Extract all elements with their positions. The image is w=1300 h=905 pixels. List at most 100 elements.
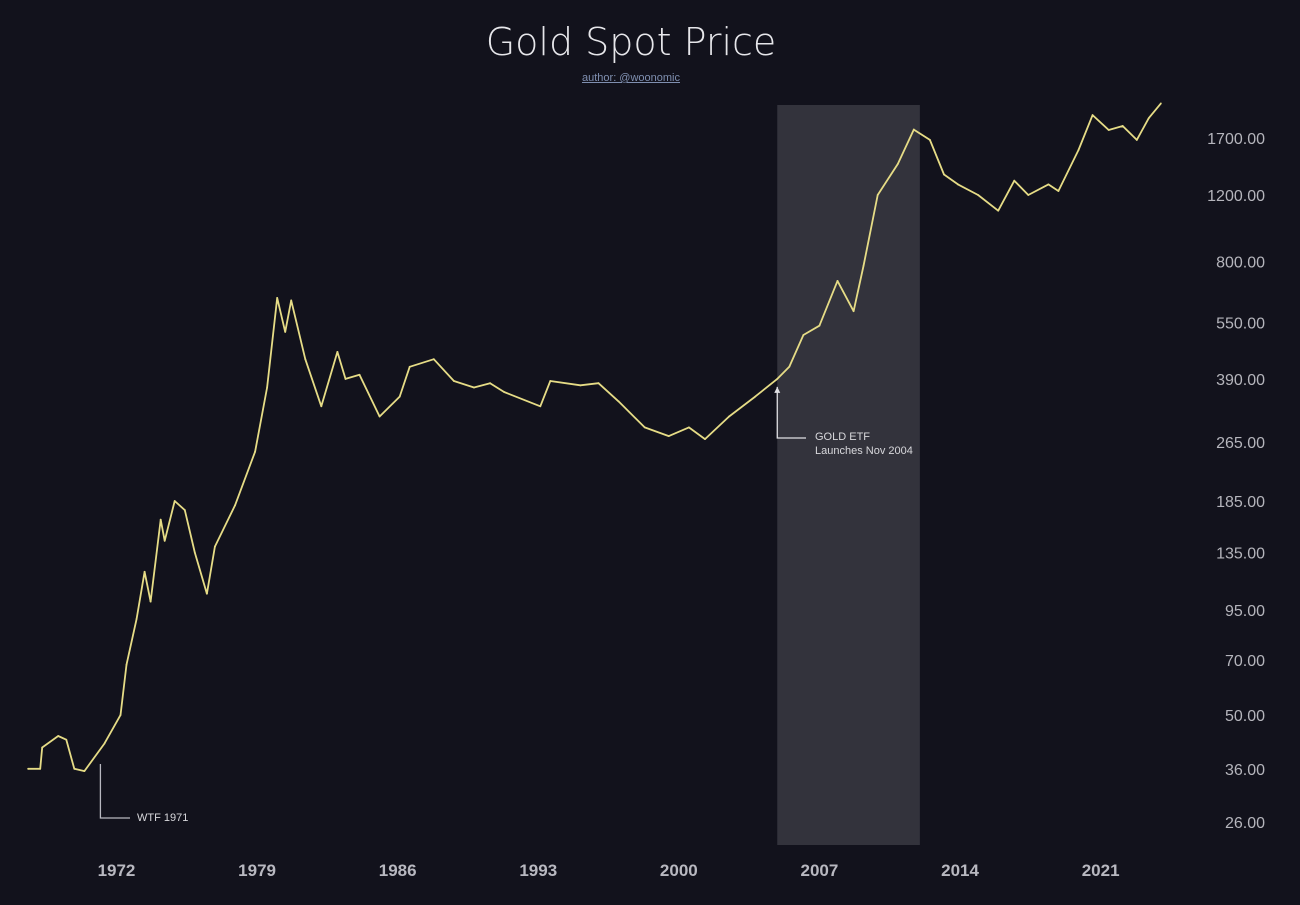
data-point [1027, 194, 1030, 196]
data-point [1057, 190, 1060, 192]
y-tick-label: 550.00 [1216, 316, 1265, 333]
etf-period-shade [777, 105, 920, 845]
y-tick-label: 1200.00 [1207, 188, 1265, 205]
data-point [896, 163, 899, 165]
data-point [1159, 102, 1162, 105]
data-point [579, 384, 582, 387]
y-tick-label: 185.00 [1216, 494, 1265, 511]
data-point [704, 438, 706, 441]
data-point [214, 545, 216, 548]
data-point [728, 415, 730, 418]
data-point [183, 509, 186, 511]
data-point [1013, 179, 1016, 182]
data-point [929, 139, 931, 141]
data-point [876, 194, 879, 196]
data-point [453, 380, 455, 382]
data-point [83, 770, 86, 773]
data-point [432, 358, 435, 361]
data-point [290, 299, 293, 302]
data-point [776, 378, 779, 380]
data-point [65, 738, 68, 741]
x-tick-label: 1979 [238, 861, 276, 880]
data-point [1135, 139, 1138, 141]
data-point [997, 209, 1000, 212]
data-point [234, 504, 236, 507]
annotation-gold-etf: Launches Nov 2004 [815, 445, 913, 457]
data-point [1107, 129, 1110, 131]
data-point [276, 296, 279, 299]
data-point [1121, 125, 1124, 127]
y-tick-label: 390.00 [1216, 372, 1265, 389]
data-point [149, 600, 152, 603]
data-point [125, 663, 128, 666]
data-point [304, 358, 307, 361]
y-tick-label: 70.00 [1225, 653, 1265, 670]
data-point [1147, 117, 1150, 119]
x-tick-label: 2014 [941, 861, 979, 880]
chart-title: Gold Spot Price [485, 20, 777, 64]
data-point [912, 128, 915, 131]
data-point [1047, 183, 1050, 186]
data-point [378, 415, 381, 418]
gold-etf-leader-line [776, 386, 806, 439]
data-point [852, 310, 855, 313]
data-point [119, 714, 122, 716]
annotation-wtf-1971: WTF 1971 [137, 812, 188, 824]
data-point [957, 183, 959, 186]
data-point [320, 405, 323, 408]
data-point [163, 539, 166, 542]
data-point [754, 395, 757, 398]
y-tick-label: 265.00 [1216, 435, 1265, 452]
x-tick-label: 1993 [519, 861, 557, 880]
data-point [135, 617, 138, 620]
data-point [802, 334, 805, 336]
data-point [27, 767, 30, 770]
y-tick-label: 800.00 [1216, 254, 1265, 271]
arrow-up-icon [774, 386, 781, 393]
data-point [254, 450, 256, 453]
data-point [266, 386, 269, 389]
data-point [103, 742, 106, 745]
data-point [159, 518, 162, 521]
x-tick-label: 2007 [801, 861, 839, 880]
data-point [667, 435, 670, 437]
data-point [862, 264, 865, 267]
data-point [173, 500, 176, 502]
data-point [398, 395, 401, 398]
data-point [617, 400, 620, 403]
data-point [39, 767, 42, 770]
data-point [687, 426, 690, 429]
data-point [358, 373, 361, 376]
data-point [193, 551, 196, 554]
y-tick-label: 95.00 [1225, 603, 1265, 620]
data-point [597, 382, 600, 385]
data-point [1091, 114, 1094, 117]
annotation-gold-etf: GOLD ETF [815, 431, 870, 443]
y-tick-label: 26.00 [1225, 815, 1265, 832]
chart-subtitle[interactable]: author: @woonomic [582, 72, 680, 84]
data-point [549, 380, 552, 382]
data-point [643, 426, 646, 429]
data-point [1077, 149, 1080, 151]
y-tick-label: 1700.00 [1207, 131, 1265, 148]
y-tick-label: 135.00 [1216, 546, 1265, 563]
y-tick-label: 50.00 [1225, 708, 1265, 725]
data-point [489, 382, 491, 385]
data-point [473, 386, 475, 389]
data-point [41, 746, 44, 749]
data-point [788, 365, 791, 368]
data-point [57, 735, 60, 737]
x-tick-label: 2000 [660, 861, 698, 880]
data-point [818, 324, 821, 327]
data-point [143, 570, 146, 573]
data-point [836, 279, 839, 282]
data-point [408, 365, 411, 368]
data-point [73, 767, 76, 770]
wtf-1971-leader-line [99, 763, 130, 819]
x-tick-label: 2021 [1082, 861, 1120, 880]
data-point [943, 173, 945, 176]
y-tick-label: 36.00 [1225, 762, 1265, 779]
data-point [205, 592, 208, 595]
gold-price-line [28, 102, 1162, 772]
